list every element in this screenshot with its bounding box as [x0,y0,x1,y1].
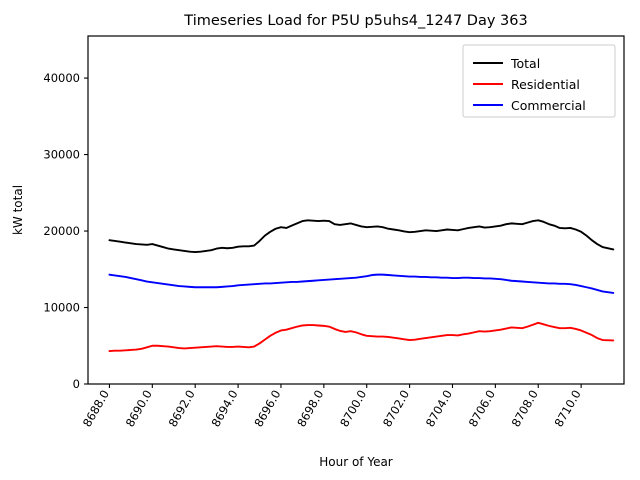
y-tick-label: 40000 [43,71,80,85]
legend-label-total: Total [510,56,540,71]
legend-label-commercial: Commercial [511,98,586,113]
data-series-group [108,219,615,353]
y-axis-ticks: 0 10000 20000 30000 40000 [43,71,88,391]
y-axis-label: kW total [11,185,25,235]
axes-frame [87,35,625,385]
x-axis-label: Hour of Year [319,455,393,469]
series-line-residential [108,321,615,353]
y-tick-label: 20000 [43,224,80,238]
y-tick-label: 30000 [43,148,80,162]
y-tick-label: 10000 [43,301,80,315]
y-tick-label: 0 [73,377,80,391]
legend-label-residential: Residential [511,77,580,92]
chart-legend[interactable]: Total Residential Commercial [462,44,616,118]
series-line-commercial [108,273,615,294]
series-line-total [108,219,615,254]
chart-title: Timeseries Load for P5U p5uhs4_1247 Day … [183,13,527,29]
